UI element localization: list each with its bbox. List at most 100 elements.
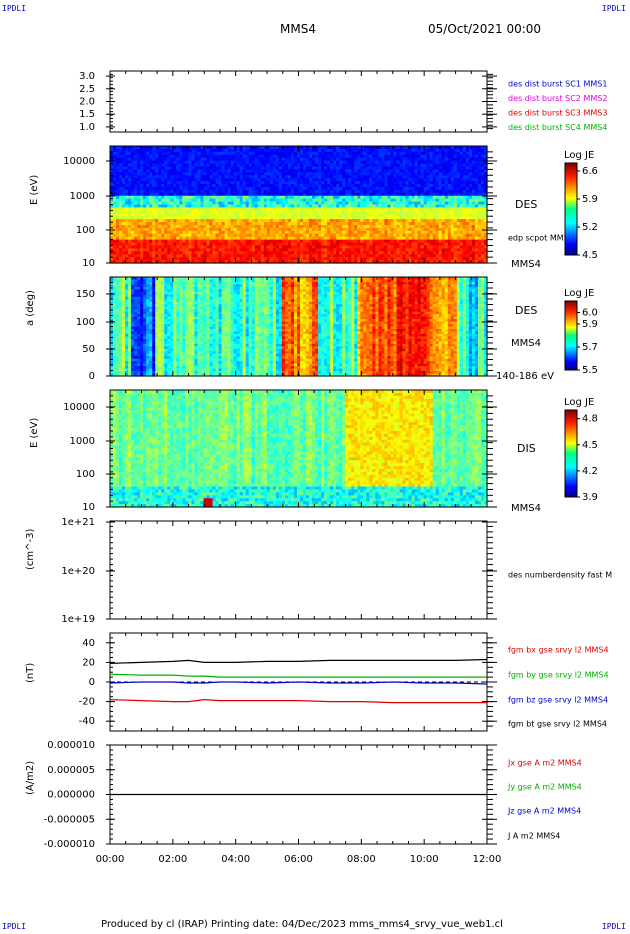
panel2-cell	[221, 148, 226, 153]
panel2-cell	[275, 239, 280, 244]
panel2-cell	[230, 242, 235, 247]
panel2-cell	[384, 222, 389, 226]
panel2-cell	[212, 254, 217, 258]
panel2-cell	[399, 169, 404, 173]
panel2-cell	[369, 178, 373, 182]
panel2-cell	[278, 195, 283, 200]
panel2-cell	[254, 230, 259, 235]
panel2-cell	[224, 222, 229, 226]
panel2-cell	[465, 216, 470, 220]
panel2-cell	[248, 184, 253, 188]
panel2-cell	[465, 181, 470, 185]
panel2-cell	[203, 195, 208, 200]
panel2-cell	[236, 230, 241, 235]
panel2-cell	[309, 239, 313, 244]
panel2-cell	[245, 233, 250, 238]
panel2-cell	[224, 198, 229, 203]
panel2-cell	[303, 219, 307, 223]
panel2-cell	[435, 251, 440, 255]
panel2-cell	[206, 198, 211, 203]
panel2-cell	[206, 178, 211, 182]
panel2-cell	[336, 204, 340, 209]
panel2-cell	[393, 166, 398, 170]
panel2-cell	[357, 201, 361, 206]
panel2-cell	[390, 181, 395, 185]
panel2-cell	[444, 166, 449, 170]
panel2-cell	[309, 178, 313, 182]
panel2-cell	[122, 172, 126, 176]
panel2-cell	[245, 251, 250, 255]
panel2-cell	[342, 154, 346, 159]
panel2-cell	[176, 160, 180, 165]
panel2-cell	[221, 222, 226, 226]
panel2-cell	[278, 207, 283, 211]
panel2-cell	[176, 233, 180, 238]
panel2-cell	[194, 186, 199, 191]
panel2-cell	[432, 157, 437, 162]
panel2-cell	[354, 204, 358, 209]
panel2-cell	[471, 257, 476, 261]
panel2-cell	[263, 160, 268, 165]
corner-label-bottom-left: IPDLI	[2, 922, 27, 931]
panel2-cell	[333, 201, 337, 206]
panel2-cell	[161, 172, 165, 176]
panel2-cell	[284, 227, 289, 232]
panel2-cell	[242, 146, 247, 150]
panel2-cell	[324, 216, 328, 220]
panel2-cell	[432, 233, 437, 238]
panel2-cell	[450, 195, 455, 200]
panel2-cell	[173, 222, 177, 226]
panel2-cell	[408, 230, 413, 235]
panel2-cell	[453, 160, 458, 165]
panel2-cell	[266, 233, 271, 238]
panel2-cell	[122, 160, 126, 165]
panel2-cell	[176, 219, 180, 223]
panel2-cell	[318, 146, 322, 150]
panel2-cell	[119, 195, 123, 200]
panel2-cell	[423, 192, 428, 197]
panel2-cell	[324, 184, 328, 188]
panel2-cell	[378, 242, 383, 247]
panel2-cell	[348, 227, 352, 232]
panel2-cell	[444, 204, 449, 209]
panel2-cell	[248, 192, 253, 197]
panel2-cell	[339, 163, 343, 168]
panel2-cell	[215, 166, 220, 170]
panel2-cell	[468, 148, 473, 153]
panel2-cell	[260, 166, 265, 170]
panel2-cell	[321, 151, 325, 156]
panel2-cell	[342, 148, 346, 153]
panel2-cell	[330, 219, 334, 223]
panel2-cell	[287, 257, 292, 261]
panel2-cell	[372, 224, 377, 229]
panel2-cell	[188, 239, 193, 244]
panel2-cell	[209, 184, 214, 188]
panel2-cell	[251, 213, 256, 217]
panel2-cell	[200, 201, 205, 206]
panel2-cell	[158, 175, 162, 179]
panel2-cell	[357, 245, 361, 249]
panel2-cell	[306, 198, 310, 203]
panel2-cell	[372, 148, 377, 153]
panel2-cell	[447, 169, 452, 173]
panel2-cell	[303, 189, 307, 194]
panel2-cell	[360, 233, 364, 238]
panel2-cell	[444, 219, 449, 223]
panel2-cell	[360, 148, 364, 153]
panel2-cell	[209, 251, 214, 255]
panel2-cell	[453, 216, 458, 220]
panel2-cell	[462, 204, 467, 209]
panel2-cell	[369, 260, 373, 264]
panel2-cell	[152, 257, 156, 261]
panel2-cell	[375, 251, 380, 255]
panel2-cell	[303, 216, 307, 220]
panel2-cell	[411, 157, 416, 162]
panel2-cell	[324, 248, 328, 252]
panel2-cell	[209, 245, 214, 249]
panel2-cell	[119, 242, 123, 247]
panel2-cell	[321, 201, 325, 206]
panel2-cell	[194, 163, 199, 168]
panel2-cell	[366, 248, 370, 252]
panel2-cell	[221, 216, 226, 220]
panel2-cell	[170, 222, 174, 226]
